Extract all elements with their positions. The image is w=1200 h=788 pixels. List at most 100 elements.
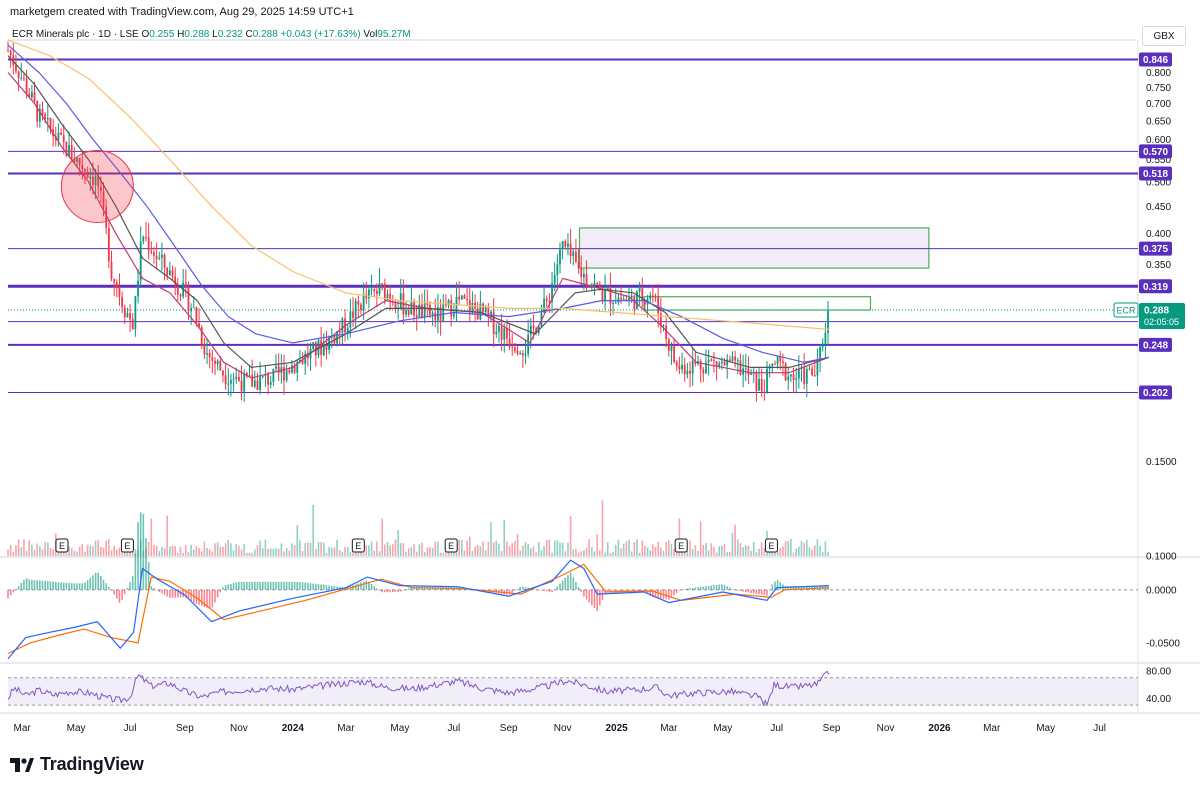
candle-body <box>763 391 766 393</box>
volume-bar <box>633 541 636 556</box>
volume-bar <box>729 552 731 556</box>
currency-button[interactable]: GBX <box>1142 26 1186 46</box>
candle-body <box>62 134 65 142</box>
volume-bar <box>256 545 259 556</box>
earnings-label: E <box>448 541 454 551</box>
volume-bar <box>413 543 415 556</box>
candle-body <box>638 288 641 292</box>
candle-body <box>176 285 179 295</box>
candle-body <box>779 356 782 362</box>
macd-histogram-bar <box>288 581 291 590</box>
candle-body <box>787 376 790 381</box>
macd-histogram-bar <box>742 589 744 592</box>
volume-bar <box>246 552 248 556</box>
volume-bar <box>235 544 238 556</box>
time-tick-label: Jul <box>124 723 137 734</box>
volume-bar <box>333 547 336 556</box>
macd-histogram-bar <box>150 586 153 590</box>
candle-body <box>734 356 737 361</box>
candle-body <box>389 293 392 301</box>
candle-body <box>81 164 84 170</box>
volume-bar <box>691 549 694 556</box>
volume-bar <box>376 541 378 556</box>
candle-body <box>429 304 431 315</box>
volume-value: 95.27M <box>377 29 411 40</box>
volume-bar <box>599 550 601 556</box>
macd-histogram-bar <box>628 589 630 592</box>
candle-body <box>378 283 381 294</box>
candle-body <box>200 327 203 345</box>
macd-histogram-bar <box>392 589 394 593</box>
macd-pane <box>7 512 1138 660</box>
candle-body <box>641 288 644 301</box>
macd-histogram-bar <box>803 586 805 590</box>
volume-bar <box>750 550 752 556</box>
candle-body <box>601 289 604 301</box>
candle-body <box>243 373 246 392</box>
volume-bar <box>267 548 269 556</box>
volume-bar <box>479 546 482 556</box>
volume-bar <box>177 552 179 556</box>
candle-body <box>208 353 211 358</box>
macd-histogram-bar <box>277 581 280 590</box>
volume-bar <box>705 542 707 556</box>
macd-histogram-bar <box>750 589 752 593</box>
macd-histogram-bar <box>76 583 78 590</box>
symbol-legend[interactable]: ECR Minerals plc · 1D · LSE O0.255 H0.28… <box>12 29 411 40</box>
volume-bar <box>291 543 293 556</box>
candle-body <box>328 337 331 350</box>
macd-histogram-bar <box>219 589 222 593</box>
volume-bar <box>384 544 386 556</box>
candle-body <box>107 227 110 262</box>
macd-histogram-bar <box>755 589 758 594</box>
macd-histogram-bar <box>187 589 190 600</box>
time-tick-label: 2024 <box>282 723 305 734</box>
macd-histogram-bar <box>795 586 797 590</box>
macd-histogram-bar <box>267 581 269 590</box>
macd-histogram-bar <box>158 589 161 592</box>
candle-body <box>633 295 636 310</box>
time-tick-label: 2026 <box>928 723 951 734</box>
volume-bar <box>163 548 166 556</box>
candle-body <box>827 310 829 333</box>
macd-histogram-bar <box>384 589 386 593</box>
symbol-tag-box <box>1113 302 1139 318</box>
candle-body <box>649 295 652 300</box>
volume-bar <box>9 544 12 556</box>
volume-bar <box>612 552 614 556</box>
candle-body <box>771 363 774 367</box>
volume-bar <box>798 546 800 556</box>
volume-bar <box>12 551 15 556</box>
open-value: 0.255 <box>149 29 175 40</box>
macd-histogram-bar <box>798 586 800 590</box>
macd-histogram-bar <box>386 589 389 593</box>
moving-average-line <box>7 44 830 363</box>
volume-bar <box>240 549 243 556</box>
macd-histogram-bar <box>17 586 20 590</box>
candle-body <box>304 353 307 364</box>
volume-bar <box>52 548 54 556</box>
macd-histogram-bar <box>126 588 129 590</box>
volume-bar <box>81 544 84 556</box>
volume-bar <box>803 542 805 556</box>
macd-histogram-bar <box>36 580 38 590</box>
volume-bar <box>649 550 652 556</box>
candle-body <box>360 304 362 311</box>
volume-bar <box>301 551 304 556</box>
volume-bar <box>593 551 596 556</box>
volume-bar <box>200 551 203 556</box>
volume-bar <box>100 546 102 556</box>
time-tick-label: May <box>67 723 86 734</box>
volume-bar <box>126 552 129 556</box>
volume-bar <box>824 541 827 556</box>
chart-created-note: marketgem created with TradingView.com, … <box>10 6 354 18</box>
volume-bar <box>161 546 163 556</box>
macd-histogram-bar <box>60 582 62 590</box>
price-tick-label: 0.750 <box>1146 83 1171 94</box>
tradingview-logo[interactable]: TradingView <box>10 754 144 775</box>
symbol-name[interactable]: ECR Minerals plc · 1D · LSE <box>12 29 139 40</box>
macd-histogram-bar <box>567 575 569 590</box>
candle-body <box>153 252 155 256</box>
